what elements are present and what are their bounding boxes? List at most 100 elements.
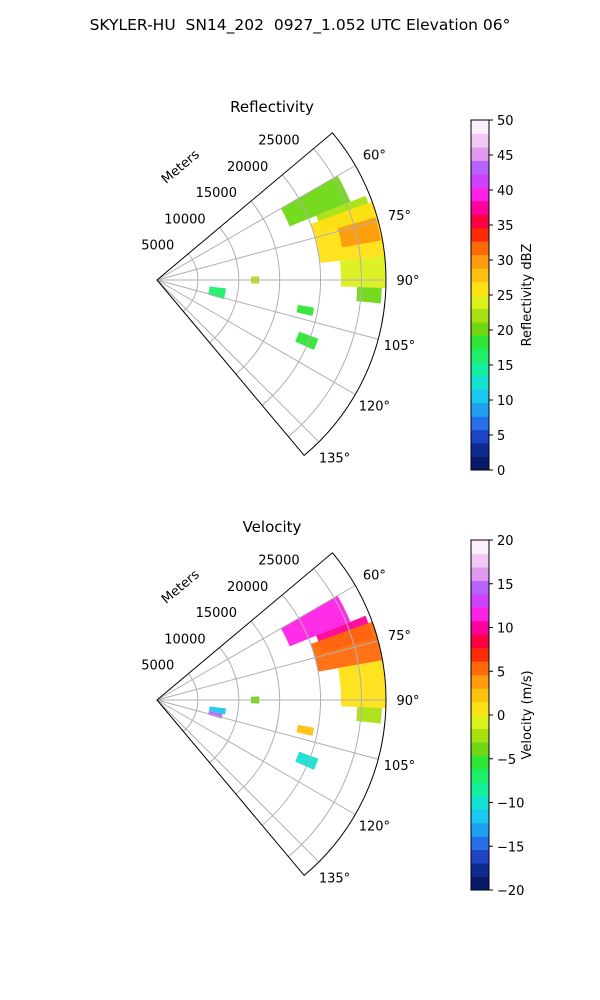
reflectivity-chart: Reflectivity 5000 10000 15000 20000 25000 Mete… [141, 98, 535, 479]
azimuth-tick-label: 90° [396, 274, 419, 289]
colorbar-tick-label: 10 [497, 622, 514, 637]
colorbar-tick-label: 5 [497, 429, 505, 444]
plot-title: Velocity [243, 518, 302, 536]
colorbar-segment [471, 607, 489, 622]
colorbar-segment [471, 402, 489, 417]
azimuth-tick-label: 75° [388, 209, 411, 224]
colorbar-tick-label: 45 [497, 149, 514, 164]
colorbar-segment [471, 782, 489, 797]
velocity-chart: Velocity 5000 10000 15000 20000 25000 Meters 60… [141, 518, 535, 899]
grid-spoke [156, 279, 320, 443]
colorbar-label: Reflectivity dBZ [520, 244, 535, 347]
colorbar-segment [471, 254, 489, 269]
radial-tick-label: 20000 [227, 580, 268, 595]
grid-spoke [156, 279, 356, 395]
grid-spoke [156, 220, 379, 281]
echo-patch [280, 595, 351, 647]
colorbar-tick-label: 35 [497, 219, 514, 234]
reflectivity-panel: Reflectivity 5000 10000 15000 20000 25000 Mete… [0, 90, 600, 510]
colorbar-tick-label: 20 [497, 534, 514, 549]
colorbar-segment [471, 200, 489, 215]
colorbar-segment [471, 389, 489, 404]
radial-tick-label: 5000 [141, 239, 174, 254]
colorbar-tick-label: 30 [497, 254, 514, 269]
echo-patch [280, 175, 351, 227]
colorbar-tick-label: 15 [497, 578, 514, 593]
velocity-panel: Velocity 5000 10000 15000 20000 25000 Meters 60… [0, 510, 600, 930]
azimuth-tick-label: 120° [359, 400, 390, 415]
sector-frame [156, 552, 387, 877]
echo-patch [208, 286, 226, 300]
colorbar-tick-label: 10 [497, 394, 514, 409]
colorbar-segment [471, 809, 489, 824]
colorbar-segment [471, 836, 489, 851]
colorbar-segment [471, 620, 489, 635]
figure-title: SKYLER-HU SN14_202 0927_1.052 UTC Elevat… [89, 16, 511, 34]
colorbar-segment [471, 120, 489, 134]
colorbar-segment [471, 755, 489, 770]
azimuth-tick-label: 105° [384, 759, 415, 774]
colorbar-segment [471, 295, 489, 309]
colorbar-tick-label: 15 [497, 359, 514, 374]
radial-axis-label: Meters [159, 567, 203, 607]
colorbar-segment [471, 701, 489, 716]
grid-spoke [156, 699, 379, 760]
sector-frame [156, 132, 387, 457]
colorbar-segment [471, 416, 489, 431]
colorbar-segment [471, 348, 489, 363]
colorbar-tick-label: −20 [497, 884, 524, 899]
azimuth-tick-label: 120° [359, 820, 390, 835]
azimuth-tick-label: 135° [319, 451, 350, 466]
colorbar-tick-label: 25 [497, 289, 514, 304]
plot-title: Reflectivity [230, 98, 314, 116]
colorbar-segment [471, 634, 489, 649]
colorbar-segment [471, 173, 489, 188]
grid-spoke [156, 699, 356, 815]
colorbar-segment [471, 146, 489, 161]
colorbar-segment [471, 849, 489, 864]
radial-tick-label: 10000 [164, 632, 205, 647]
colorbar-segment [471, 647, 489, 662]
radial-tick-label: 20000 [227, 160, 268, 175]
grid-arc [235, 200, 281, 375]
radial-tick-label: 15000 [196, 186, 237, 201]
colorbar-segment [471, 443, 489, 458]
colorbar-segment [471, 863, 489, 878]
colorbar-segment [471, 214, 489, 229]
radial-tick-label: 15000 [196, 606, 237, 621]
radial-tick-label: 25000 [258, 554, 299, 569]
echo-patch [356, 286, 382, 304]
grid-spoke [156, 165, 356, 281]
colorbar-segment [471, 580, 489, 595]
colorbar-segment [471, 795, 489, 810]
echo-patch [295, 751, 319, 770]
grid-spoke [156, 279, 379, 340]
radial-axis-label: Meters [159, 147, 203, 187]
grid-spoke [156, 585, 356, 701]
colorbar-segment [471, 674, 489, 689]
grid-arc [288, 568, 362, 858]
grid-arc [261, 594, 322, 826]
colorbar-segment [471, 133, 489, 148]
grid-arc [288, 148, 362, 438]
colorbar-segment [471, 362, 489, 377]
echo-patch [356, 706, 382, 724]
colorbar-segment [471, 321, 489, 336]
azimuth-tick-label: 75° [388, 629, 411, 644]
colorbar-tick-label: −15 [497, 840, 524, 855]
colorbar-tick-label: 40 [497, 184, 514, 199]
colorbar-tick-label: 50 [497, 114, 514, 129]
colorbar-tick-label: −10 [497, 797, 524, 812]
colorbar-segment [471, 308, 489, 323]
colorbar-label: Velocity (m/s) [520, 670, 535, 759]
colorbar-segment [471, 227, 489, 242]
colorbar-segment [471, 281, 489, 296]
azimuth-tick-label: 90° [396, 694, 419, 709]
colorbar-segment [471, 661, 489, 676]
colorbar-segment [471, 715, 489, 729]
colorbar-segment [471, 268, 489, 283]
radial-tick-label: 10000 [164, 212, 205, 227]
echo-patch [340, 256, 386, 288]
grid-spoke [156, 699, 320, 863]
radial-tick-label: 5000 [141, 659, 174, 674]
